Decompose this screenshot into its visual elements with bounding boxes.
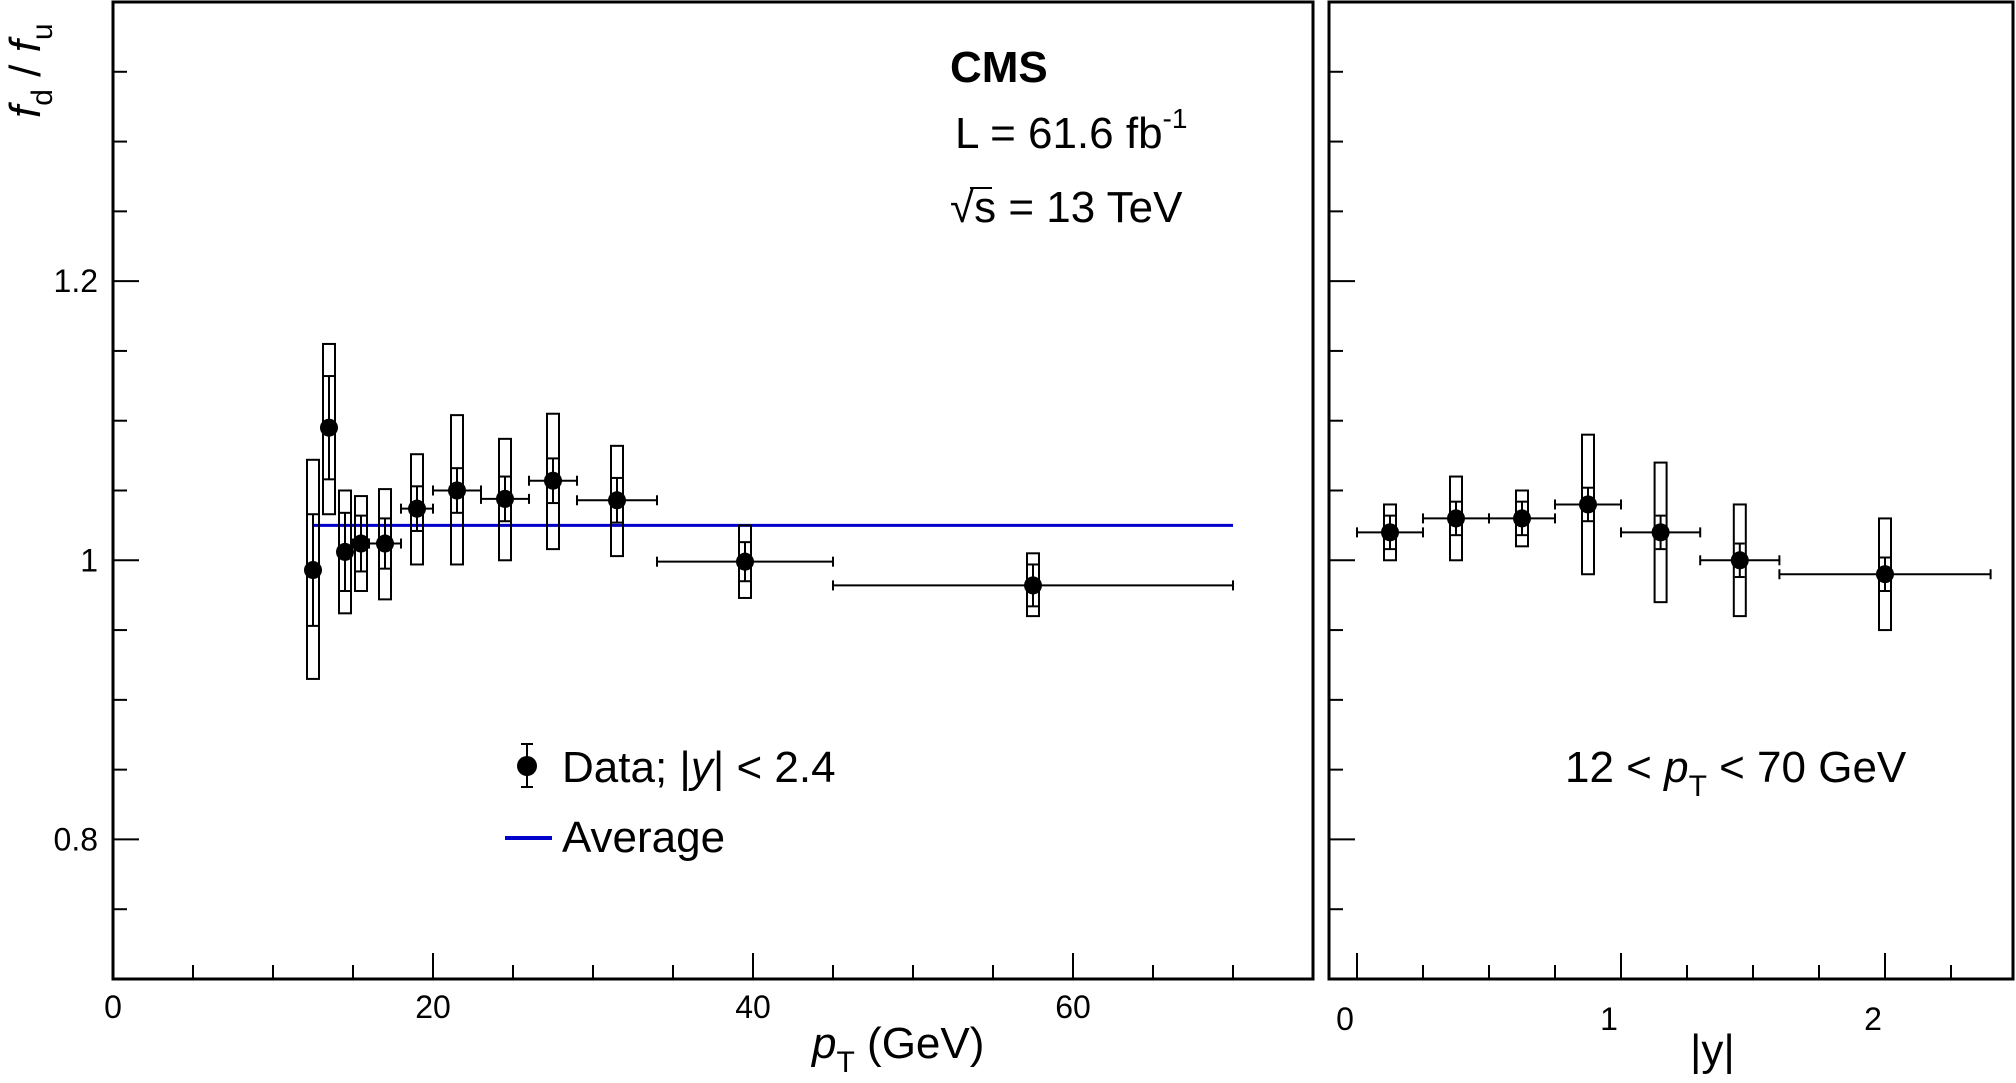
left-data-points bbox=[304, 342, 1234, 680]
data-point bbox=[1699, 503, 1781, 618]
pt-range-sub: T bbox=[1689, 770, 1707, 803]
data-marker bbox=[608, 491, 626, 510]
x-tick-label: 1 bbox=[1600, 1001, 1618, 1037]
data-point bbox=[400, 453, 434, 566]
right-data-points bbox=[1356, 433, 1992, 632]
legend-data-label-var: y bbox=[688, 743, 716, 792]
luminosity-main: L = 61.6 fb bbox=[955, 109, 1163, 158]
y-tick-label: 1 bbox=[80, 542, 98, 578]
legend-data-marker bbox=[517, 756, 537, 776]
data-marker bbox=[304, 561, 322, 580]
data-marker bbox=[1447, 509, 1465, 528]
right-panel: 0 1 2 12 < pT < 70 GeV |y| bbox=[1327, 0, 2015, 1075]
data-point bbox=[1620, 461, 1702, 604]
x-title-main: p bbox=[810, 1019, 836, 1068]
data-point bbox=[1778, 517, 1992, 632]
data-point bbox=[832, 552, 1234, 618]
luminosity-label: L = 61.6 fb-1 bbox=[955, 103, 1187, 158]
left-y-tick-labels: 0.8 1 1.2 bbox=[54, 263, 98, 857]
data-marker bbox=[352, 534, 370, 553]
legend: Data; |y| < 2.4 Average bbox=[505, 743, 836, 862]
data-marker bbox=[496, 489, 514, 508]
x-title-sub: T bbox=[836, 1046, 854, 1079]
data-point bbox=[336, 489, 354, 615]
legend-data-label-prefix: Data; | bbox=[562, 743, 691, 792]
x-title-unit: (GeV) bbox=[855, 1019, 985, 1068]
right-plot-frame bbox=[1327, 0, 2015, 981]
left-x-ticks bbox=[112, 953, 1234, 979]
left-x-axis-title: pT (GeV) bbox=[810, 1019, 984, 1079]
y-tick-label: 1.2 bbox=[54, 263, 98, 299]
data-marker bbox=[376, 534, 394, 553]
data-marker bbox=[320, 418, 338, 437]
data-point bbox=[480, 437, 530, 562]
data-marker bbox=[336, 542, 354, 561]
pt-range-label: 12 < pT < 70 GeV bbox=[1565, 743, 1907, 803]
data-point bbox=[656, 524, 834, 599]
data-point bbox=[368, 488, 402, 601]
y-axis-title: fd / fu bbox=[1, 23, 59, 118]
y-tick-label: 0.8 bbox=[54, 821, 98, 857]
x-tick-label: 0 bbox=[1336, 1001, 1354, 1037]
data-marker bbox=[1024, 576, 1042, 595]
data-marker bbox=[544, 471, 562, 490]
data-point bbox=[1422, 475, 1490, 562]
luminosity-superscript: -1 bbox=[1163, 103, 1188, 134]
right-y-ticks bbox=[1329, 70, 1355, 911]
legend-data-label-suffix: | < 2.4 bbox=[713, 743, 836, 792]
data-point bbox=[1554, 433, 1622, 576]
data-point bbox=[352, 495, 370, 592]
data-marker bbox=[408, 499, 426, 518]
left-x-tick-labels: 0 20 40 60 bbox=[104, 989, 1091, 1025]
data-marker bbox=[1381, 523, 1399, 542]
data-marker bbox=[1651, 523, 1670, 542]
data-point bbox=[304, 458, 322, 680]
right-x-tick-labels: 0 1 2 bbox=[1336, 1001, 1882, 1037]
x-tick-label: 2 bbox=[1864, 1001, 1882, 1037]
data-marker bbox=[1579, 495, 1597, 514]
data-point bbox=[528, 412, 578, 551]
pt-range-suffix: < 70 GeV bbox=[1707, 743, 1907, 792]
y-title-sub1: d bbox=[26, 89, 59, 106]
pt-range-prefix: 12 < bbox=[1565, 743, 1664, 792]
data-point bbox=[1488, 489, 1556, 548]
y-title-sub2: u bbox=[26, 23, 59, 40]
energy-text: s = 13 TeV bbox=[974, 183, 1183, 232]
legend-data-label: Data; |y| < 2.4 bbox=[562, 743, 836, 792]
right-x-ticks bbox=[1356, 953, 1952, 979]
right-x-axis-title: |y| bbox=[1690, 1026, 1735, 1075]
data-marker bbox=[1513, 509, 1531, 528]
cms-label: CMS bbox=[950, 43, 1048, 92]
data-point bbox=[432, 414, 482, 566]
legend-average-label: Average bbox=[562, 813, 725, 862]
x-tick-label: 60 bbox=[1055, 989, 1091, 1025]
data-marker bbox=[1730, 551, 1749, 570]
data-point bbox=[576, 444, 658, 558]
data-marker bbox=[448, 481, 466, 500]
x-tick-label: 40 bbox=[735, 989, 771, 1025]
data-point bbox=[320, 342, 338, 516]
data-marker bbox=[736, 552, 754, 571]
x-tick-label: 20 bbox=[415, 989, 451, 1025]
left-panel: 0 20 40 60 0.8 1 1.2 CMS L = 61.6 fb-1 √s = 1… bbox=[1, 0, 1315, 1079]
energy-root-sign: √ bbox=[950, 183, 975, 232]
data-marker bbox=[1876, 565, 1894, 584]
data-point bbox=[1356, 503, 1424, 562]
y-title-slash: / bbox=[1, 52, 50, 89]
pt-range-var: p bbox=[1662, 743, 1688, 792]
energy-label: √s = 13 TeV bbox=[950, 183, 1183, 232]
left-y-ticks bbox=[113, 70, 139, 911]
x-tick-label: 0 bbox=[104, 989, 122, 1025]
